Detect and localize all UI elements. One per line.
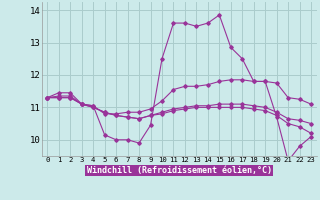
X-axis label: Windchill (Refroidissement éolien,°C): Windchill (Refroidissement éolien,°C) — [87, 166, 272, 175]
